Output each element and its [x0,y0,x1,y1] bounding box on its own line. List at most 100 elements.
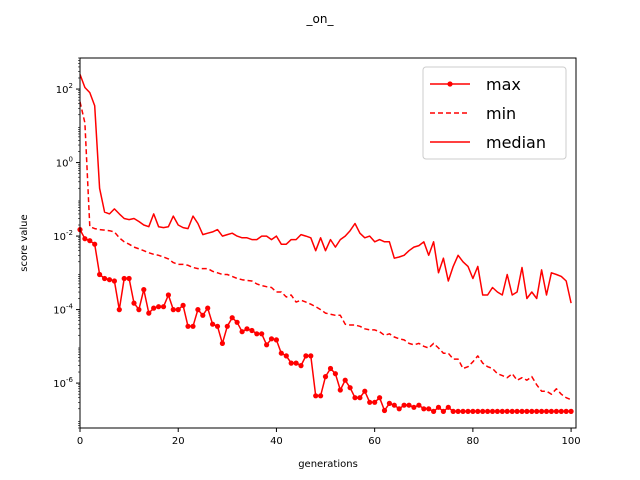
data-point-max [205,305,211,311]
data-point-max [543,408,550,414]
data-point-max [165,292,171,298]
data-point-max [480,408,486,414]
data-point-max [445,404,451,410]
y-axis-ticks: 10-6 10-4 10-2 100 102 [53,57,80,429]
data-point-max [381,407,388,414]
legend-marker-max [447,81,453,87]
data-point-max [244,326,250,332]
data-point-max [308,353,314,359]
data-point-max [170,307,176,313]
data-point-max [141,287,147,293]
data-point-max [494,408,500,414]
data-point-max [318,393,324,399]
data-point-max [259,331,265,337]
data-point-max [411,404,417,410]
data-point-max [519,408,525,414]
data-point-max [475,408,481,414]
y-tick-label: 102 [56,82,73,96]
data-point-max [470,408,476,414]
data-point-max [102,275,108,282]
legend-label-min: min [486,104,516,123]
data-point-max [499,408,505,414]
data-point-max [489,408,496,414]
data-point-max [239,329,245,335]
data-point-max [416,402,422,408]
data-point-max [273,337,279,343]
y-axis-label: score value [19,214,30,271]
data-point-max [151,305,157,311]
series-layer [77,74,574,414]
data-point-max [568,408,574,414]
y-tick-label: 100 [56,156,73,170]
x-tick-label: 40 [270,436,283,447]
y-tick-label: 10-4 [53,303,73,317]
data-point-max [224,323,230,329]
data-point-max [332,371,338,377]
series-line-min [79,101,572,401]
data-point-max [185,323,191,329]
x-tick-label: 80 [467,436,480,447]
data-point-max [283,353,289,359]
data-point-max [234,319,240,325]
data-point-max [82,236,88,242]
data-point-max [377,395,383,401]
data-point-max [249,327,255,334]
data-point-max [229,315,235,321]
data-point-max [524,408,530,414]
data-point-max [362,388,368,394]
data-point-max [435,404,442,410]
data-point-max [548,408,555,414]
data-point-max [313,393,319,399]
data-point-max [485,408,491,414]
data-point-max [180,302,186,308]
data-point-max [116,307,122,313]
data-point-max [111,278,117,284]
data-point-max [126,275,132,282]
data-point-max [92,241,98,247]
data-point-max [553,408,560,414]
data-point-max [175,307,181,313]
data-point-max [97,271,103,278]
data-point-max [156,304,162,310]
data-point-max [298,363,304,369]
data-point-max [293,360,299,366]
legend: max min median [422,66,567,160]
y-tick-label: 10-2 [53,229,73,243]
data-point-max [465,408,471,414]
data-point-max [210,321,216,327]
legend-label-median: median [486,133,546,152]
data-point-max [529,408,535,414]
y-tick-label: 10-6 [53,376,73,390]
data-point-max [200,312,206,318]
data-point-max [268,336,275,342]
data-point-max [160,304,167,310]
data-point-max [534,408,540,414]
data-point-max [406,402,412,408]
data-point-max [136,307,142,313]
data-point-max [514,408,520,414]
data-point-max [460,408,466,414]
x-axis-ticks: 0 20 40 60 80 100 [77,428,581,447]
data-point-max [347,385,353,391]
data-point-max [558,408,564,414]
legend-box [422,66,567,160]
data-point-max [337,387,343,393]
x-tick-label: 20 [172,436,185,447]
data-point-max [121,275,127,282]
series-line-median [79,74,572,304]
data-point-max [131,300,137,306]
data-point-max [367,399,373,405]
data-point-max [504,408,510,414]
chart-title: _on_ [306,12,335,26]
data-point-max [431,408,437,414]
data-point-max [401,402,407,408]
data-point-max [421,406,427,412]
data-point-max [352,395,358,401]
data-point-max [288,360,294,366]
data-point-max [426,406,432,412]
data-point-max [563,408,569,414]
data-point-max [450,408,456,414]
data-point-max [254,331,260,337]
x-tick-label: 60 [368,436,381,447]
